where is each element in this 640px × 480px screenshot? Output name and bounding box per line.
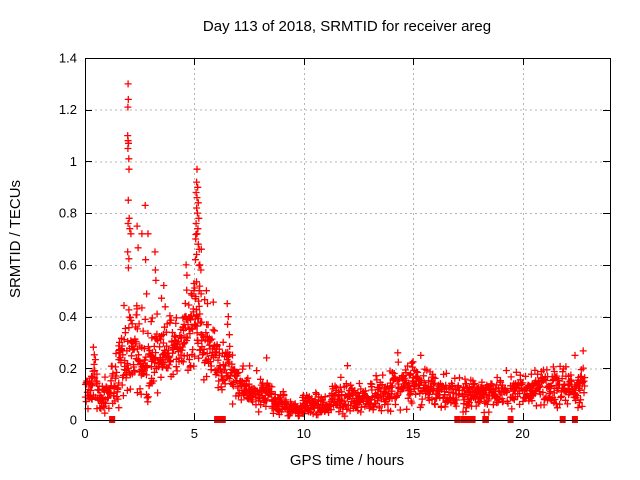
y-tick-label: 0.4 [59,309,77,324]
y-tick-label: 0.2 [59,361,77,376]
zero-dropout-marker [571,416,578,423]
y-tick-label: 1.2 [59,102,77,117]
tick-labels: 0 5 10 15 20 0 0.2 0.4 0.6 0.8 1 1.2 1.4 [59,51,530,442]
zero-dropout-marker [109,416,116,423]
x-tick-label: 20 [515,426,529,441]
zero-dropout-marker [454,416,461,423]
zero-dropout-marker [465,416,472,423]
x-tick-label: 10 [297,426,311,441]
x-tick-label: 15 [406,426,420,441]
y-tick-label: 0.8 [59,206,77,221]
zero-dropout-marker [469,416,476,423]
axes-border-and-ticks [85,58,611,421]
zero-dropout-marker [559,416,566,423]
x-axis-title: GPS time / hours [290,452,404,469]
y-axis-title: SRMTID / TECUs [7,180,24,298]
plot-border [85,58,611,421]
zero-dropout-marker [507,416,514,423]
zero-dropout-marker [482,416,489,423]
zero-dropout-marker [214,416,221,423]
data-points [81,80,589,423]
zero-dropout-marker [219,416,226,423]
y-tick-label: 1.4 [59,51,77,66]
zero-dropout-marker [460,416,467,423]
x-tick-label: 0 [81,426,88,441]
x-tick-label: 5 [191,426,198,441]
plot-title: Day 113 of 2018, SRMTID for receiver are… [203,18,491,35]
y-tick-label: 0.6 [59,257,77,272]
y-tick-label: 0 [70,413,77,428]
y-tick-label: 1 [70,154,77,169]
